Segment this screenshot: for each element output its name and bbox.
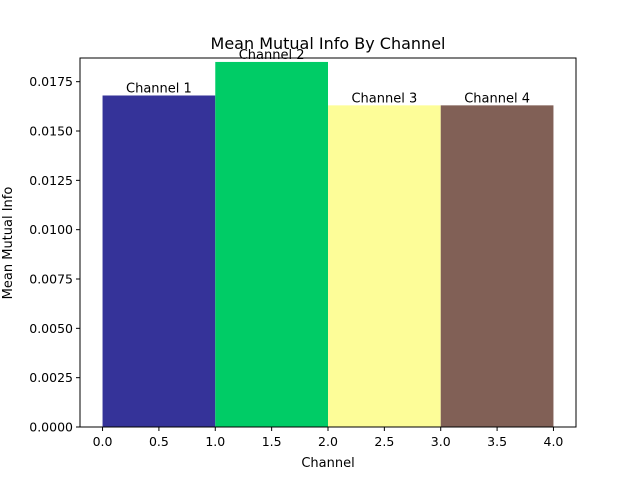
x-tick-label: 2.5 <box>374 434 394 449</box>
y-tick-label: 0.0175 <box>29 74 73 89</box>
x-axis: 0.0 0.5 1.0 1.5 2.0 2.5 3.0 3.5 4.0 <box>93 427 564 449</box>
bars-layer <box>102 61 554 428</box>
bar-label-channel-2: Channel 2 <box>239 48 305 63</box>
x-tick-label: 1.5 <box>262 434 282 449</box>
y-axis-label: Mean Mutual Info <box>1 187 16 300</box>
x-axis-label: Channel <box>301 456 354 471</box>
bar-label-channel-4: Channel 4 <box>464 91 530 106</box>
bar-channel-1 <box>102 95 216 428</box>
bar-channel-2 <box>215 61 328 427</box>
x-tick-label: 2.0 <box>318 434 338 449</box>
x-tick-label: 0.0 <box>93 434 113 449</box>
bar-channel-3 <box>328 105 441 428</box>
chart-title: Mean Mutual Info By Channel <box>211 34 446 53</box>
y-tick-label: 0.0125 <box>29 173 73 188</box>
bar-label-channel-3: Channel 3 <box>351 91 417 106</box>
bar-label-channel-1: Channel 1 <box>126 81 192 96</box>
y-tick-label: 0.0050 <box>29 321 73 336</box>
y-tick-label: 0.0100 <box>29 222 73 237</box>
x-tick-label: 1.0 <box>205 434 225 449</box>
y-tick-label: 0.0025 <box>29 370 73 385</box>
x-tick-label: 3.5 <box>487 434 507 449</box>
y-tick-label: 0.0150 <box>29 124 73 139</box>
y-tick-label: 0.0000 <box>29 420 73 435</box>
y-axis: 0.0000 0.0025 0.0050 0.0075 0.0100 0.0125 0.01… <box>29 74 80 435</box>
bar-labels-layer: Channel 1 Channel 2 Channel 3 Channel 4 <box>126 48 530 106</box>
bar-channel-4 <box>440 105 554 428</box>
x-tick-label: 0.5 <box>149 434 169 449</box>
x-tick-label: 3.0 <box>431 434 451 449</box>
y-tick-label: 0.0075 <box>29 272 73 287</box>
x-tick-label: 4.0 <box>544 434 564 449</box>
